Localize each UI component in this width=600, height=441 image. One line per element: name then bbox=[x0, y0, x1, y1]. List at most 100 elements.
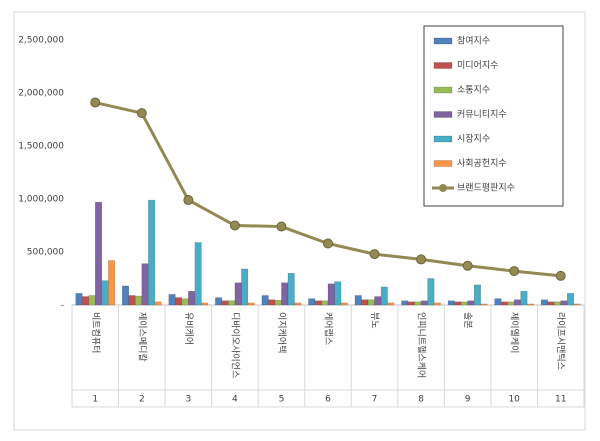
x-tick-label: 뷰노 bbox=[369, 312, 380, 329]
legend-label: 소통지수 bbox=[457, 85, 490, 96]
bar bbox=[526, 303, 534, 306]
bar bbox=[573, 303, 581, 306]
bar bbox=[321, 300, 329, 306]
bar bbox=[247, 302, 255, 306]
bar bbox=[500, 301, 508, 306]
rank-label: 11 bbox=[555, 395, 566, 405]
x-tick-label: 케어랩스 bbox=[323, 312, 335, 345]
bar bbox=[460, 301, 468, 306]
x-tick-label: 라이프시맨틱스 bbox=[555, 312, 567, 370]
line-marker bbox=[276, 221, 287, 232]
line-marker bbox=[462, 260, 473, 271]
bar bbox=[374, 296, 382, 306]
y-tick-label: 2,000,000 bbox=[18, 89, 64, 99]
bar bbox=[234, 282, 242, 306]
bar bbox=[467, 300, 475, 306]
bar bbox=[108, 260, 116, 306]
bar bbox=[361, 299, 369, 306]
rank-label: 5 bbox=[279, 395, 285, 405]
bar bbox=[387, 302, 395, 306]
rank-label: 9 bbox=[465, 395, 471, 405]
bar bbox=[101, 280, 109, 306]
x-tick-label: 제이스메디칼 bbox=[136, 312, 147, 362]
bar bbox=[473, 284, 481, 306]
rank-label: 3 bbox=[185, 395, 191, 405]
bar bbox=[228, 300, 236, 306]
rank-label: 6 bbox=[325, 395, 331, 405]
bar bbox=[154, 301, 162, 306]
bar bbox=[560, 300, 568, 306]
bar bbox=[294, 302, 302, 306]
bar bbox=[122, 285, 130, 306]
rank-label: 1 bbox=[92, 395, 98, 405]
rank-label: 4 bbox=[232, 395, 238, 405]
bar bbox=[447, 300, 455, 306]
bar bbox=[507, 301, 515, 306]
legend-swatch bbox=[433, 86, 453, 94]
bar bbox=[148, 199, 156, 306]
bar bbox=[354, 295, 362, 306]
bar bbox=[281, 282, 289, 306]
bar bbox=[181, 298, 189, 306]
x-tick-label: 비트컴퓨터 bbox=[90, 312, 102, 353]
bar bbox=[327, 283, 335, 306]
line-marker bbox=[555, 270, 566, 281]
legend-label: 사회공헌지수 bbox=[457, 158, 507, 169]
bar bbox=[201, 302, 209, 306]
bar bbox=[553, 301, 561, 306]
bar bbox=[175, 297, 183, 306]
line-marker bbox=[136, 108, 147, 119]
bar bbox=[513, 299, 521, 306]
line-marker bbox=[323, 238, 333, 249]
line-marker bbox=[229, 220, 240, 231]
y-tick-label: 1,000,000 bbox=[18, 195, 64, 205]
bar bbox=[141, 263, 149, 306]
line-marker bbox=[416, 254, 427, 265]
bar bbox=[414, 301, 422, 306]
x-tick-label: 유비케어 bbox=[183, 312, 194, 345]
bar bbox=[287, 272, 295, 306]
bar bbox=[274, 299, 282, 306]
bar bbox=[215, 297, 223, 306]
bar bbox=[75, 293, 83, 306]
x-tick-label: 솔본 bbox=[462, 312, 473, 329]
bar bbox=[566, 293, 575, 306]
bar bbox=[480, 303, 488, 306]
bar bbox=[401, 300, 409, 306]
legend-swatch bbox=[439, 184, 447, 192]
legend-swatch bbox=[433, 135, 453, 143]
y-tick-label: 500,000 bbox=[27, 248, 64, 258]
line-marker bbox=[90, 97, 101, 108]
bar bbox=[81, 296, 90, 306]
rank-label: 2 bbox=[139, 395, 145, 405]
bar bbox=[135, 295, 143, 306]
x-tick-label: 이지케어텍 bbox=[276, 312, 287, 353]
bar bbox=[194, 242, 202, 306]
rank-label: 8 bbox=[418, 395, 424, 405]
legend-label: 커뮤니티지수 bbox=[457, 109, 507, 120]
bar bbox=[367, 299, 375, 306]
legend-label: 시장지수 bbox=[457, 134, 490, 145]
bar bbox=[241, 268, 249, 306]
line-marker bbox=[509, 266, 520, 277]
bar bbox=[188, 290, 196, 306]
legend-swatch bbox=[433, 37, 453, 45]
line-marker bbox=[369, 249, 380, 260]
bar bbox=[494, 298, 502, 306]
bar bbox=[308, 298, 316, 306]
bar bbox=[221, 300, 229, 306]
bar bbox=[168, 294, 176, 306]
bar bbox=[88, 295, 96, 306]
x-tick-label: 인피니트헬스케어 bbox=[416, 312, 427, 378]
rank-label: 10 bbox=[508, 395, 520, 405]
bar bbox=[540, 299, 548, 306]
y-tick-label: 1,500,000 bbox=[18, 142, 64, 152]
bar bbox=[547, 301, 555, 306]
x-tick-label: 제이엘케이 bbox=[509, 312, 520, 353]
rank-label: 7 bbox=[372, 395, 378, 405]
bar bbox=[128, 295, 136, 306]
bar bbox=[454, 301, 462, 306]
legend-swatch bbox=[433, 62, 453, 69]
legend-label: 미디어지수 bbox=[457, 60, 498, 71]
